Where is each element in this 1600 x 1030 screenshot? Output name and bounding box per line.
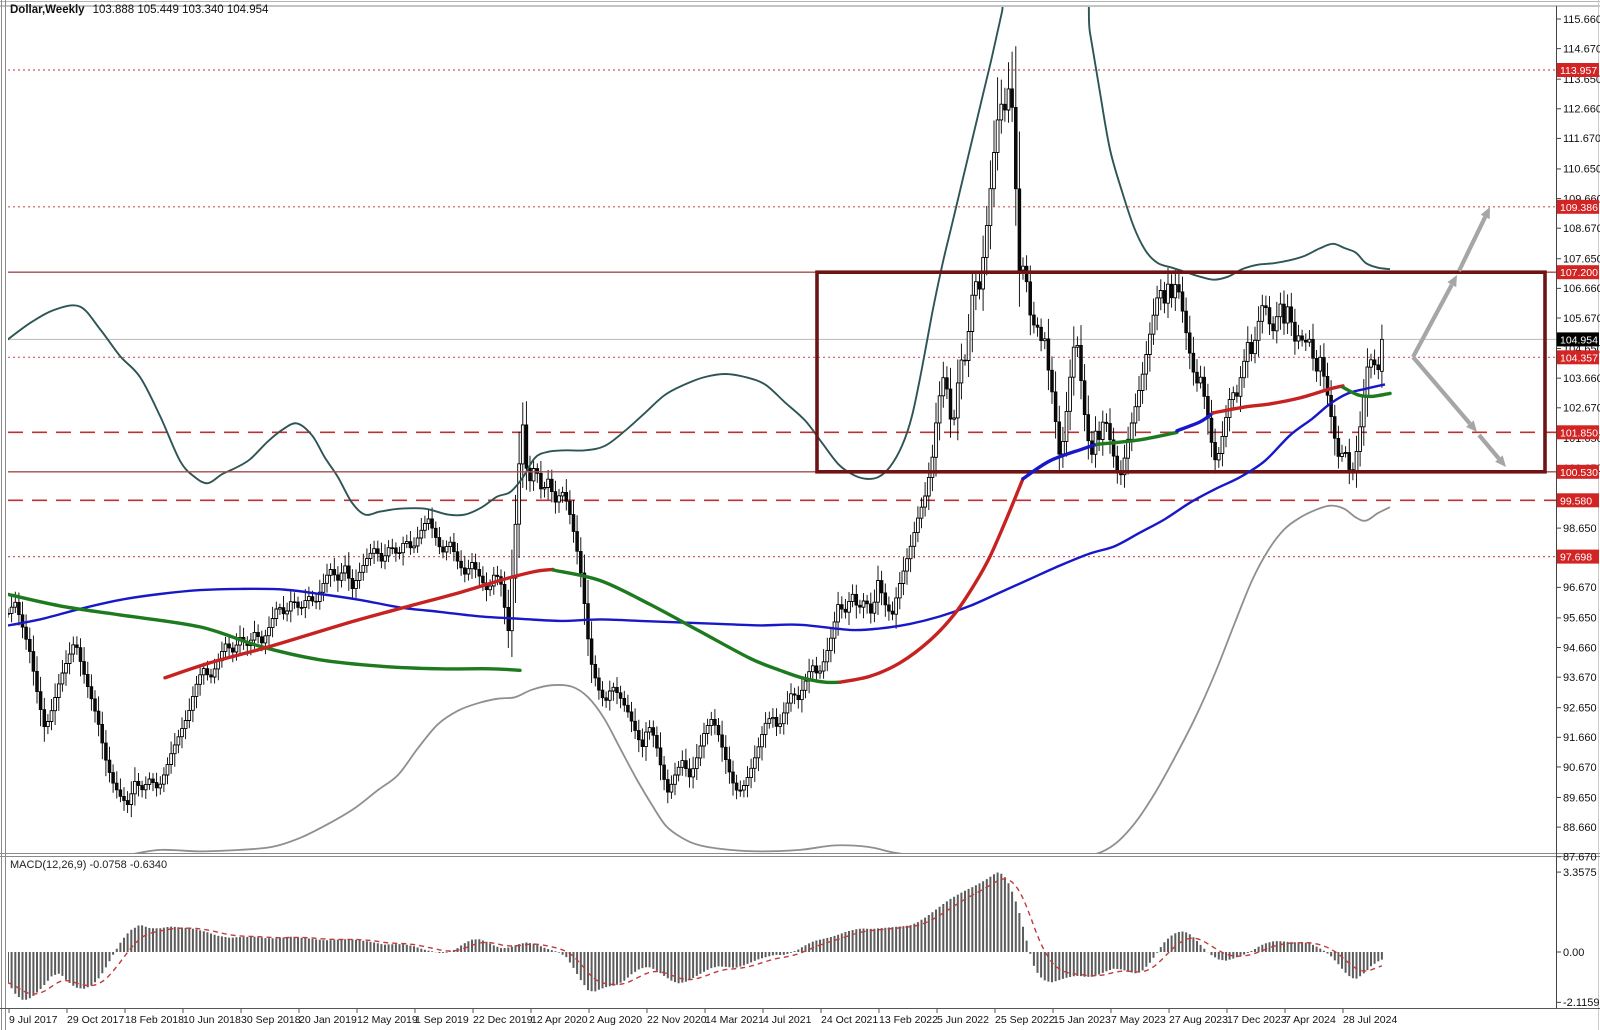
- macd-axis-label: -2.1159: [1563, 997, 1600, 1009]
- date-label[interactable]: 20 Jan 2019: [299, 1014, 357, 1026]
- price-tick-label: 115.660: [1563, 14, 1600, 26]
- ma-segment-green[interactable]: [1095, 430, 1179, 446]
- price-badge-level: [1557, 493, 1599, 508]
- macd-signal-line: [8, 878, 1383, 995]
- price-tick-label: 102.670: [1563, 403, 1600, 415]
- trend-arrow-head: [1447, 275, 1457, 288]
- price-badge-value: 100.530: [1560, 467, 1598, 479]
- date-label[interactable]: 22 Nov 2020: [647, 1014, 707, 1026]
- price-tick-label: 106.660: [1563, 283, 1600, 295]
- date-label[interactable]: 7 May 2023: [1111, 1014, 1166, 1026]
- date-label[interactable]: 30 Sep 2018: [241, 1014, 301, 1026]
- price-badge-value: 109.386: [1560, 202, 1598, 214]
- price-badge-value: 104.954: [1560, 334, 1598, 346]
- price-badge-value: 107.200: [1560, 267, 1598, 279]
- ma-segment-green[interactable]: [0, 592, 522, 672]
- price-badge-value: 97.698: [1560, 552, 1592, 564]
- price-tick-label: 103.660: [1563, 373, 1600, 385]
- slow-ma-line[interactable]: [0, 383, 1386, 632]
- price-tick-label: 89.650: [1563, 792, 1597, 804]
- lower-band-line[interactable]: [125, 504, 1391, 860]
- date-label[interactable]: 7 Apr 2024: [1285, 1014, 1336, 1026]
- trend-arrow-shaft[interactable]: [1457, 215, 1488, 272]
- macd-axis-label: 3.3575: [1563, 867, 1597, 879]
- ma-segment-red[interactable]: [163, 567, 555, 680]
- date-label[interactable]: 28 Jul 2024: [1343, 1014, 1397, 1026]
- date-label[interactable]: 12 May 2019: [357, 1014, 418, 1026]
- price-pane[interactable]: [0, 0, 1556, 859]
- trend-arrow-head: [1495, 455, 1506, 467]
- date-label[interactable]: 24 Oct 2021: [821, 1014, 878, 1026]
- ohlc-values: 103.888 105.449 103.340 104.954: [92, 4, 269, 16]
- price-tick-label: 90.670: [1563, 762, 1597, 774]
- date-label[interactable]: 17 Dec 2023: [1227, 1014, 1287, 1026]
- price-badge-level: [1557, 199, 1599, 214]
- date-label[interactable]: 10 Jun 2018: [183, 1014, 241, 1026]
- price-badge-level: [1557, 464, 1599, 479]
- date-label[interactable]: 1 Sep 2019: [415, 1014, 469, 1026]
- price-tick-label: 108.670: [1563, 223, 1600, 235]
- price-badge-level: [1557, 350, 1599, 365]
- date-label[interactable]: 27 Aug 2023: [1169, 1014, 1228, 1026]
- price-badge-value: 99.580: [1560, 495, 1592, 507]
- ma-segment-green[interactable]: [551, 568, 842, 685]
- price-tick-label: 92.650: [1563, 703, 1597, 715]
- price-tick-label: 114.670: [1563, 43, 1600, 55]
- trend-arrow-shaft[interactable]: [1477, 433, 1501, 460]
- date-label[interactable]: 18 Feb 2018: [125, 1014, 184, 1026]
- price-badge-level: [1557, 63, 1599, 77]
- price-tick-label: 111.670: [1563, 133, 1600, 145]
- price-tick-label: 88.660: [1563, 822, 1597, 834]
- price-tick-label: 105.670: [1563, 313, 1600, 325]
- date-label[interactable]: 13 Feb 2022: [879, 1014, 938, 1026]
- date-label[interactable]: 4 Jul 2021: [763, 1014, 812, 1026]
- chart-title: Dollar,Weekly 103.888 105.449 103.340 104…: [10, 4, 268, 16]
- price-badge-value: 113.957: [1560, 65, 1597, 77]
- macd-axis-label: 0.00: [1563, 947, 1584, 959]
- date-label[interactable]: 12 Apr 2020: [531, 1014, 588, 1026]
- price-tick-label: 96.670: [1563, 582, 1597, 594]
- candles-bullish: [8, 88, 1384, 805]
- price-tick-label: 87.670: [1563, 852, 1597, 864]
- date-label[interactable]: 5 Jun 2022: [937, 1014, 989, 1026]
- trend-arrow-shaft[interactable]: [1411, 355, 1472, 425]
- price-badge-value: 101.850: [1560, 427, 1598, 439]
- symbol-period-label: Dollar,Weekly: [10, 4, 85, 16]
- trend-arrow-head: [1480, 207, 1490, 220]
- date-label[interactable]: 22 Dec 2019: [473, 1014, 533, 1026]
- trend-arrow-head: [1466, 420, 1477, 432]
- price-tick-label: 112.660: [1563, 104, 1600, 116]
- price-tick-label: 91.660: [1563, 732, 1597, 744]
- ma-segment-blue[interactable]: [1021, 442, 1099, 481]
- date-label[interactable]: 15 Jan 2023: [1053, 1014, 1111, 1026]
- price-badge-current: [1557, 332, 1599, 347]
- date-label[interactable]: 14 Mar 2021: [705, 1014, 764, 1026]
- date-label[interactable]: 2 Aug 2020: [589, 1014, 642, 1026]
- macd-pane[interactable]: [8, 872, 1383, 1000]
- price-tick-label: 93.670: [1563, 672, 1597, 684]
- date-label[interactable]: 9 Jul 2017: [9, 1014, 58, 1026]
- price-tick-label: 94.660: [1563, 642, 1597, 654]
- price-range-box[interactable]: [815, 270, 1547, 474]
- price-badge-level: [1557, 549, 1599, 564]
- ma-segment-green[interactable]: [1341, 385, 1392, 399]
- price-tick-label: 110.650: [1563, 164, 1600, 176]
- ma-segment-red[interactable]: [1211, 384, 1345, 415]
- price-tick-label: 95.650: [1563, 613, 1597, 625]
- date-label[interactable]: 25 Sep 2022: [995, 1014, 1055, 1026]
- price-tick-label: 98.650: [1563, 523, 1597, 535]
- trend-arrow-shaft[interactable]: [1411, 283, 1454, 358]
- ma-segment-blue[interactable]: [1175, 411, 1215, 433]
- price-badge-value: 104.357: [1560, 352, 1598, 364]
- macd-indicator-label: MACD(12,26,9) -0.0758 -0.6340: [10, 859, 168, 871]
- price-tick-label: 107.650: [1563, 254, 1600, 266]
- date-label[interactable]: 29 Oct 2017: [67, 1014, 124, 1026]
- ma-segment-red[interactable]: [838, 477, 1025, 684]
- price-badge-level: [1557, 265, 1599, 280]
- candles-bearish: [17, 88, 1380, 805]
- price-badge-level: [1557, 425, 1599, 440]
